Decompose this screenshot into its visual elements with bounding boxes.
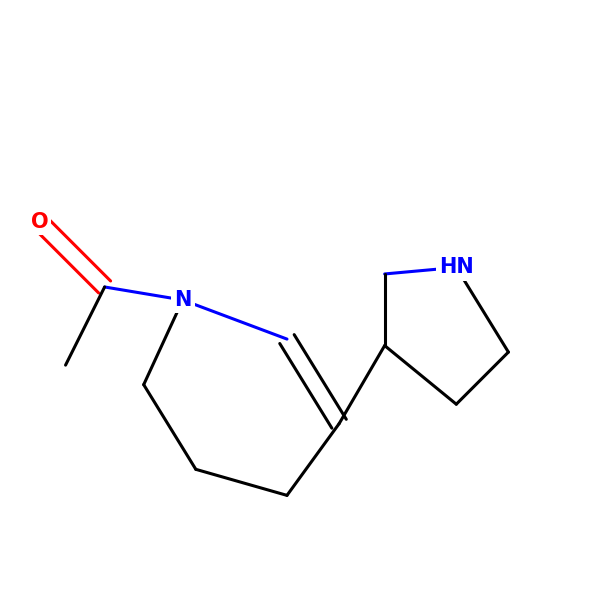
Text: O: O	[31, 212, 49, 232]
Text: HN: HN	[439, 257, 473, 277]
Text: N: N	[174, 290, 191, 310]
